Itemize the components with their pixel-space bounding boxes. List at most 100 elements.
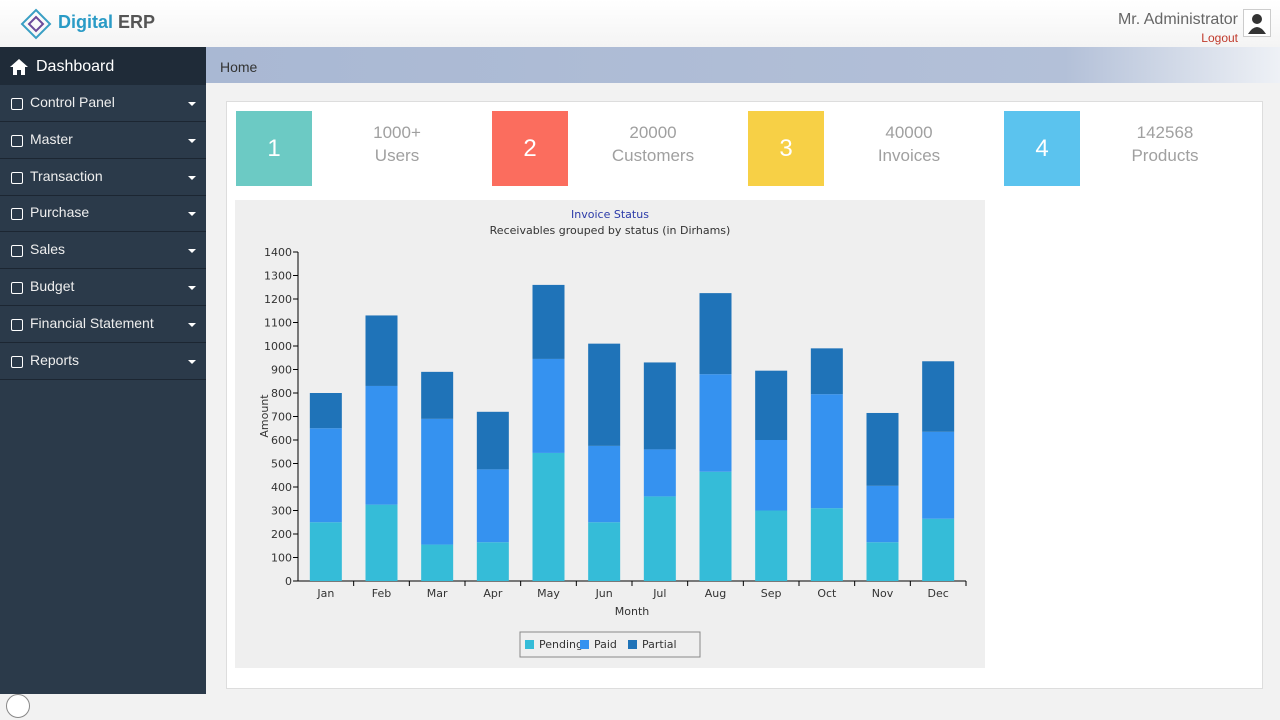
stat-label: Products (1131, 146, 1199, 165)
menu-caret (188, 322, 196, 327)
chart: Invoice Status Receivables grouped by st… (235, 200, 985, 668)
y-tick-label: 900 (271, 364, 292, 377)
menu-icon (11, 208, 23, 221)
menu-icon (11, 355, 23, 368)
y-tick-label: 1300 (264, 270, 292, 283)
logout[interactable]: Logout (1201, 31, 1238, 45)
brand: ERP (118, 12, 156, 32)
menu-icon (11, 171, 23, 184)
x-tick-label: Sep (761, 587, 782, 600)
stat-value: 142568 (1136, 123, 1194, 142)
legend-swatch (628, 640, 637, 649)
bar-segment (588, 445, 621, 523)
bar-segment (532, 284, 565, 359)
menu-item[interactable]: Financial Statement (0, 306, 206, 343)
avatar[interactable] (1243, 9, 1271, 37)
y-axis-label: Amount (258, 394, 271, 438)
bar-segment (755, 510, 788, 581)
stat-label: Customers (611, 146, 695, 165)
bar-segment (421, 418, 454, 545)
stat-badge: 3 (748, 111, 824, 186)
menu-label: Sales (30, 241, 66, 258)
bar-segment (476, 411, 509, 470)
menu-label: Reports (30, 351, 80, 368)
y-tick-label: 200 (271, 528, 292, 541)
bar-segment (588, 522, 621, 581)
menu-item[interactable]: Control Panel (0, 85, 206, 122)
legend-swatch (525, 640, 534, 649)
stat-label: Users (374, 146, 420, 165)
menu-icon (11, 245, 23, 258)
legend-swatch (580, 640, 589, 649)
bar-segment (532, 358, 565, 453)
bar-segment (643, 449, 676, 497)
y-tick-label: 500 (271, 458, 292, 471)
clock-icon[interactable] (6, 694, 30, 718)
menu-item[interactable]: Transaction (0, 159, 206, 196)
y-tick-label: 1400 (264, 246, 292, 259)
x-tick-label: Jul (652, 587, 666, 600)
y-tick-label: 400 (271, 481, 292, 494)
y-tick-label: 100 (271, 552, 292, 565)
legend-label: Partial (642, 638, 677, 651)
menu-label: Purchase (30, 204, 90, 221)
bar-segment (309, 428, 342, 523)
bar-segment (476, 469, 509, 543)
menu-label: Control Panel (30, 94, 115, 110)
bar-segment (810, 348, 843, 395)
x-tick-label: Oct (817, 587, 837, 600)
menu-item[interactable]: Budget (0, 269, 206, 306)
x-tick-label: Mar (427, 587, 448, 600)
bar-segment (365, 315, 398, 386)
chart-subtitle: Receivables grouped by status (in Dirham… (490, 224, 731, 237)
menu-icon (11, 282, 23, 294)
dashboard-link[interactable]: Dashboard (0, 47, 206, 85)
breadcrumb-home[interactable]: Home (220, 59, 258, 75)
bar-segment (421, 371, 454, 419)
menu-icon (11, 318, 23, 331)
bar-segment (866, 485, 899, 543)
y-tick-label: 0 (285, 575, 292, 588)
menu-icon (11, 134, 23, 147)
menu-item[interactable]: Purchase (0, 195, 206, 233)
stat-label: Invoices (877, 146, 941, 165)
menu-item[interactable]: Reports (0, 343, 206, 380)
user-name: Mr. Administrator (1117, 11, 1238, 28)
menu-label: Financial Statement (30, 314, 154, 331)
logo (20, 8, 52, 40)
bar-segment (810, 394, 843, 509)
x-tick-label: Jun (595, 587, 613, 600)
menu-caret (188, 175, 196, 180)
x-axis-label: Month (615, 605, 650, 618)
bar-segment (866, 412, 899, 486)
breadcrumb: Home (206, 47, 1280, 83)
stat-value: 40000 (885, 123, 933, 142)
dashboard-title: Dashboard (36, 58, 115, 75)
stat-badge: 4 (1004, 111, 1080, 186)
stat-value: 20000 (629, 123, 677, 142)
bar-segment (588, 343, 621, 446)
chart-title: Invoice Status (571, 208, 649, 221)
bar-segment (922, 518, 955, 581)
y-tick-label: 700 (271, 411, 292, 424)
menu-item[interactable]: Master (0, 122, 206, 159)
bar-segment (866, 542, 899, 581)
bar-segment (476, 542, 509, 581)
y-tick-label: 300 (271, 505, 292, 518)
menu-caret (188, 249, 196, 254)
legend-label: Pending (539, 638, 583, 651)
stat-badge: 1 (236, 111, 312, 186)
menu-label: Master (30, 130, 73, 147)
y-tick-label: 800 (271, 387, 292, 400)
bar-segment (699, 374, 732, 472)
x-tick-label: Dec (928, 587, 949, 600)
legend-box (519, 631, 701, 658)
x-tick-label: Aug (705, 587, 726, 600)
menu-caret (188, 286, 196, 290)
sidebar: Dashboard Control Panel Master Transaction… (0, 47, 206, 694)
menu-item[interactable]: Sales (0, 232, 206, 270)
x-tick-label: Feb (372, 587, 391, 600)
bar-segment (643, 362, 676, 450)
header: Digital ERP Mr. Administrator Logout (0, 0, 1280, 47)
